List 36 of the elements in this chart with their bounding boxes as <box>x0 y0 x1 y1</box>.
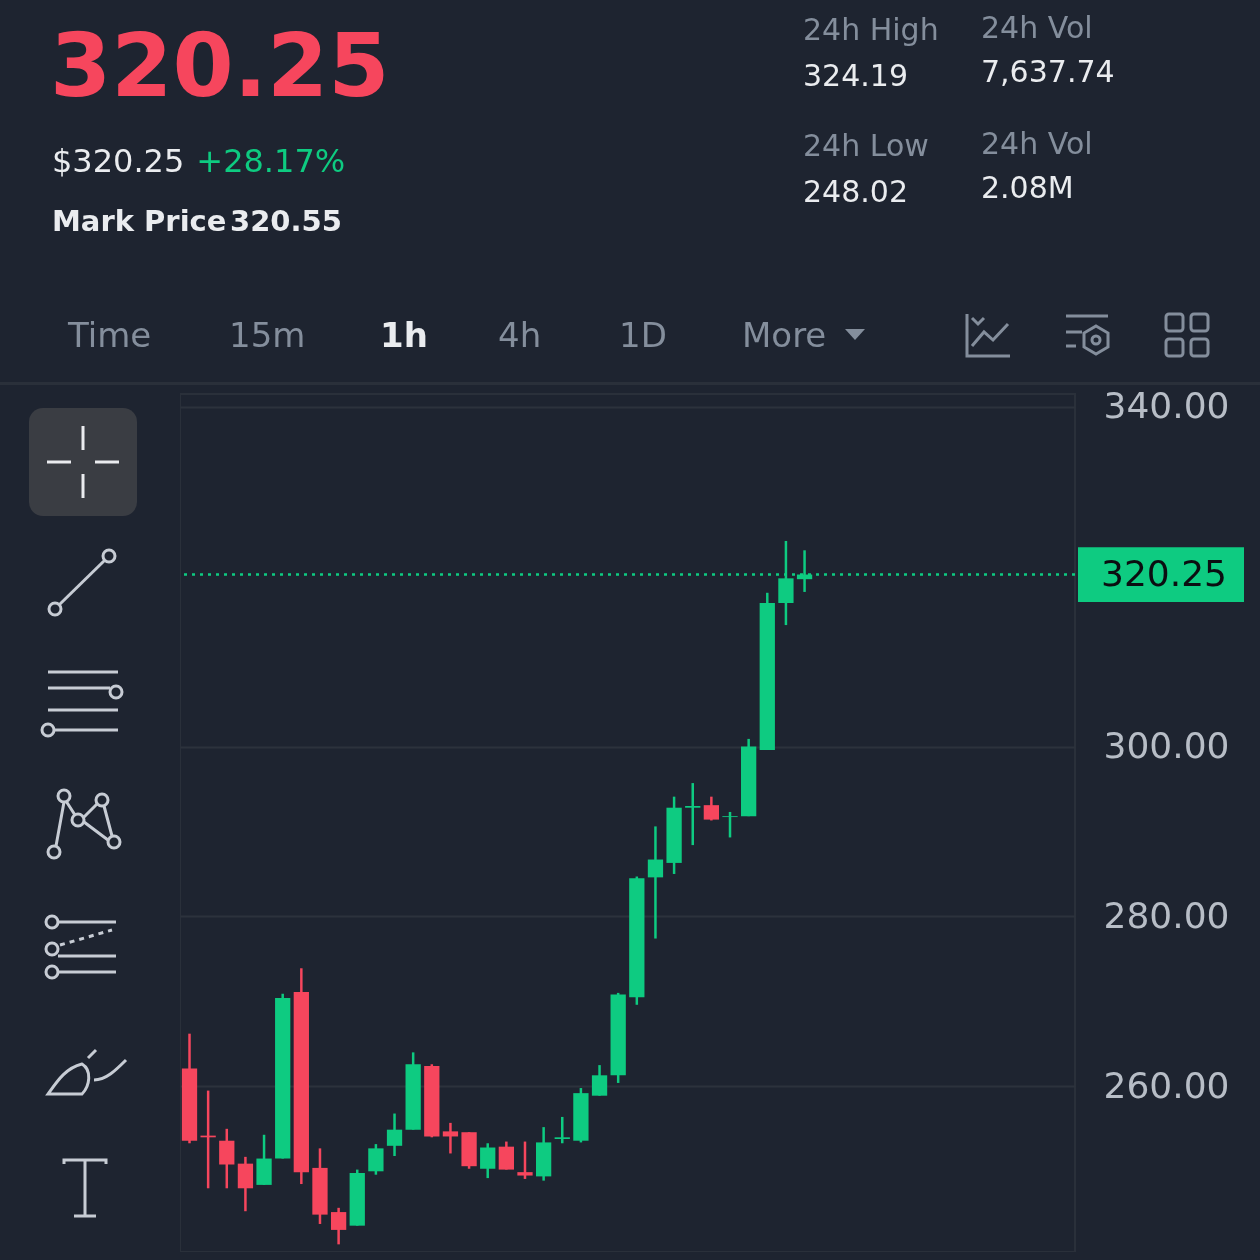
candlestick <box>386 1112 403 1158</box>
candlestick <box>498 1140 514 1171</box>
text: 15m <box>229 315 306 355</box>
text: 320.55 <box>230 204 342 238</box>
text: 7,637.74 <box>981 54 1115 89</box>
text: 248.02 <box>803 174 908 209</box>
ref-line-label: 320.25 <box>1101 552 1227 594</box>
text: Mark Price <box>52 204 227 238</box>
candlestick <box>647 825 664 940</box>
text: 4h <box>498 315 542 355</box>
text: More <box>742 315 827 355</box>
candlestick <box>517 1140 533 1181</box>
text: 2.08M <box>981 170 1074 205</box>
chart-subtitle: $320.25 +28.17% <box>52 142 346 180</box>
candlestick <box>368 1142 384 1176</box>
y-tick-label: 300.00 <box>1103 725 1230 767</box>
candlestick <box>722 810 738 839</box>
y-tick-label: 280.00 <box>1103 894 1230 936</box>
candlestick <box>442 1121 459 1155</box>
candlestick <box>480 1142 496 1180</box>
y-tick-label: 260.00 <box>1103 1064 1230 1106</box>
y-tick-label: 340.00 <box>1103 385 1230 427</box>
text: 24h Vol <box>981 10 1093 45</box>
text: 24h Vol <box>981 126 1093 161</box>
text: 324.19 <box>803 58 908 93</box>
text: 1D <box>619 315 667 355</box>
text: Time <box>68 315 152 355</box>
candlestick <box>685 781 701 847</box>
chart-title: 320.25 <box>50 14 390 117</box>
text: 24h High <box>803 12 939 47</box>
candlestick <box>330 1206 347 1246</box>
candlestick <box>219 1127 235 1190</box>
text: 1h <box>380 315 428 355</box>
text: 24h Low <box>803 128 929 163</box>
candlestick <box>591 1063 608 1097</box>
candlestick <box>554 1115 570 1145</box>
